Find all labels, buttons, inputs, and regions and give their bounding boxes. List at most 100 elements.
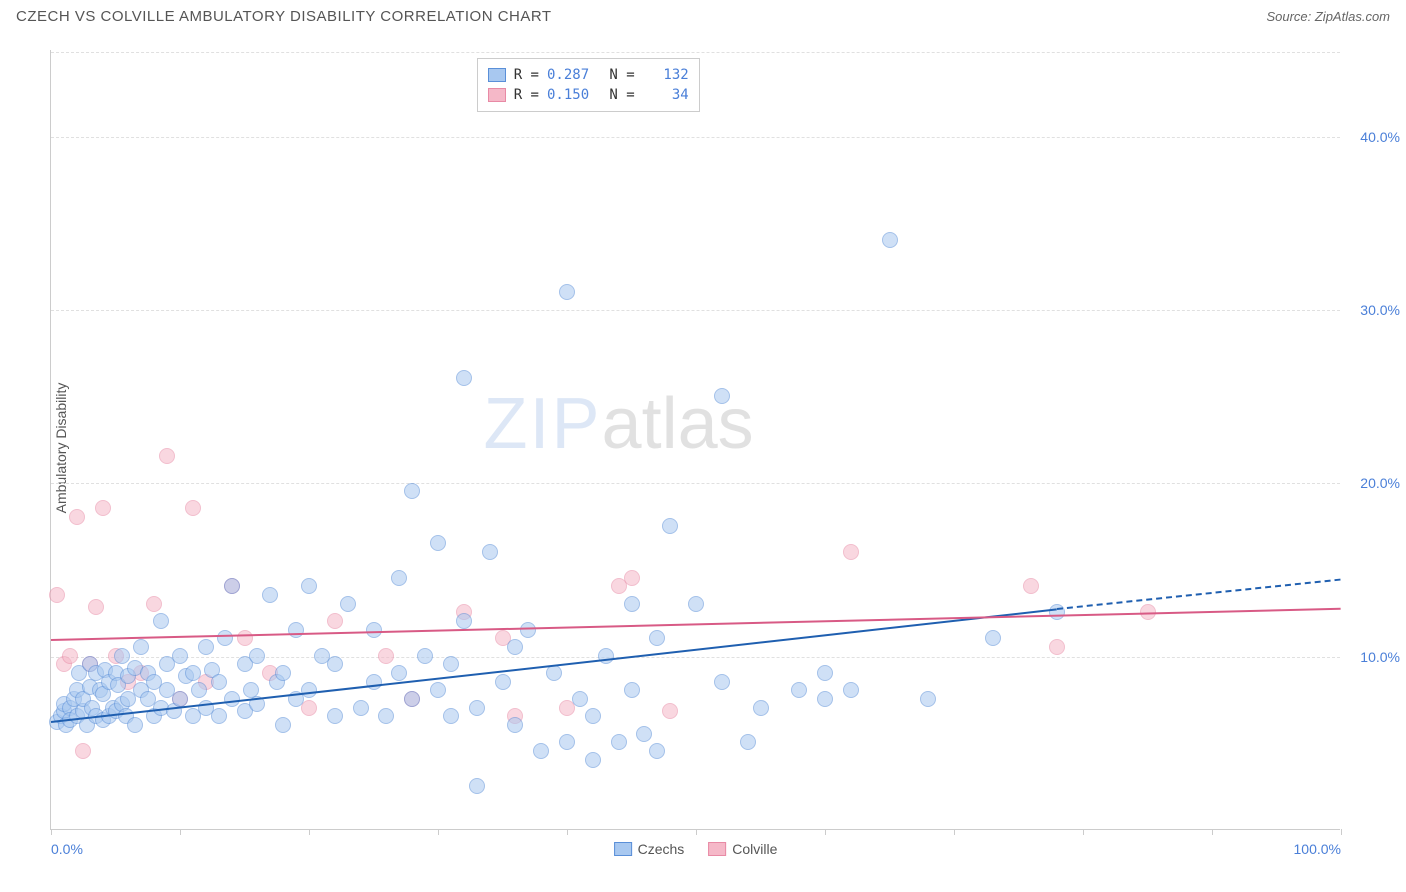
trend-line <box>1057 579 1341 610</box>
x-tick <box>1341 829 1342 835</box>
x-tick <box>825 829 826 835</box>
data-point <box>585 708 601 724</box>
data-point <box>327 708 343 724</box>
data-point <box>62 648 78 664</box>
data-point <box>559 284 575 300</box>
data-point <box>456 370 472 386</box>
data-point <box>714 674 730 690</box>
data-point <box>224 691 240 707</box>
data-point <box>191 682 207 698</box>
data-point <box>237 630 253 646</box>
data-point <box>146 596 162 612</box>
data-point <box>843 544 859 560</box>
gridline <box>51 483 1340 484</box>
data-point <box>211 708 227 724</box>
data-point <box>353 700 369 716</box>
data-point <box>662 703 678 719</box>
data-point <box>624 682 640 698</box>
data-point <box>688 596 704 612</box>
data-point <box>262 587 278 603</box>
data-point <box>624 596 640 612</box>
trend-line <box>51 608 1057 723</box>
data-point <box>417 648 433 664</box>
source-label: Source: ZipAtlas.com <box>1266 9 1390 24</box>
chart-title: CZECH VS COLVILLE AMBULATORY DISABILITY … <box>16 8 552 25</box>
data-point <box>520 622 536 638</box>
gridline <box>51 52 1340 53</box>
data-point <box>95 500 111 516</box>
y-tick-label: 20.0% <box>1360 475 1400 491</box>
data-point <box>546 665 562 681</box>
data-point <box>456 613 472 629</box>
data-point <box>159 448 175 464</box>
stats-legend-box: R = 0.287 N = 132R = 0.150 N = 34 <box>477 58 700 112</box>
data-point <box>404 691 420 707</box>
legend-item: Colville <box>708 841 777 857</box>
legend-label: Czechs <box>638 841 685 857</box>
data-point <box>649 743 665 759</box>
data-point <box>88 599 104 615</box>
data-point <box>662 518 678 534</box>
data-point <box>288 622 304 638</box>
stats-row: R = 0.150 N = 34 <box>488 85 689 105</box>
data-point <box>649 630 665 646</box>
y-tick-label: 30.0% <box>1360 302 1400 318</box>
data-point <box>301 578 317 594</box>
data-point <box>211 674 227 690</box>
data-point <box>430 535 446 551</box>
data-point <box>469 700 485 716</box>
data-point <box>301 682 317 698</box>
data-point <box>172 648 188 664</box>
legend-swatch <box>488 68 506 82</box>
data-point <box>572 691 588 707</box>
data-point <box>920 691 936 707</box>
data-point <box>559 734 575 750</box>
data-point <box>482 544 498 560</box>
legend-swatch <box>488 88 506 102</box>
data-point <box>882 232 898 248</box>
x-tick-label: 100.0% <box>1294 841 1341 857</box>
stats-row: R = 0.287 N = 132 <box>488 65 689 85</box>
data-point <box>378 648 394 664</box>
data-point <box>404 483 420 499</box>
data-point <box>153 613 169 629</box>
data-point <box>114 648 130 664</box>
data-point <box>185 500 201 516</box>
y-axis-label: Ambulatory Disability <box>53 382 69 513</box>
x-tick-label: 0.0% <box>51 841 83 857</box>
x-tick <box>309 829 310 835</box>
data-point <box>127 717 143 733</box>
data-point <box>275 717 291 733</box>
x-tick <box>438 829 439 835</box>
data-point <box>624 570 640 586</box>
data-point <box>740 734 756 750</box>
data-point <box>469 778 485 794</box>
data-point <box>817 691 833 707</box>
data-point <box>611 734 627 750</box>
data-point <box>443 656 459 672</box>
data-point <box>340 596 356 612</box>
data-point <box>507 639 523 655</box>
x-tick <box>954 829 955 835</box>
data-point <box>714 388 730 404</box>
data-point <box>533 743 549 759</box>
data-point <box>443 708 459 724</box>
data-point <box>495 674 511 690</box>
data-point <box>133 639 149 655</box>
data-point <box>327 613 343 629</box>
data-point <box>69 509 85 525</box>
x-tick <box>696 829 697 835</box>
data-point <box>224 578 240 594</box>
series-legend: Czechs Colville <box>614 841 778 857</box>
legend-label: Colville <box>732 841 777 857</box>
data-point <box>49 587 65 603</box>
y-tick-label: 10.0% <box>1360 649 1400 665</box>
data-point <box>378 708 394 724</box>
data-point <box>327 656 343 672</box>
x-tick <box>567 829 568 835</box>
data-point <box>198 639 214 655</box>
x-tick <box>51 829 52 835</box>
x-tick <box>1083 829 1084 835</box>
legend-item: Czechs <box>614 841 685 857</box>
data-point <box>817 665 833 681</box>
